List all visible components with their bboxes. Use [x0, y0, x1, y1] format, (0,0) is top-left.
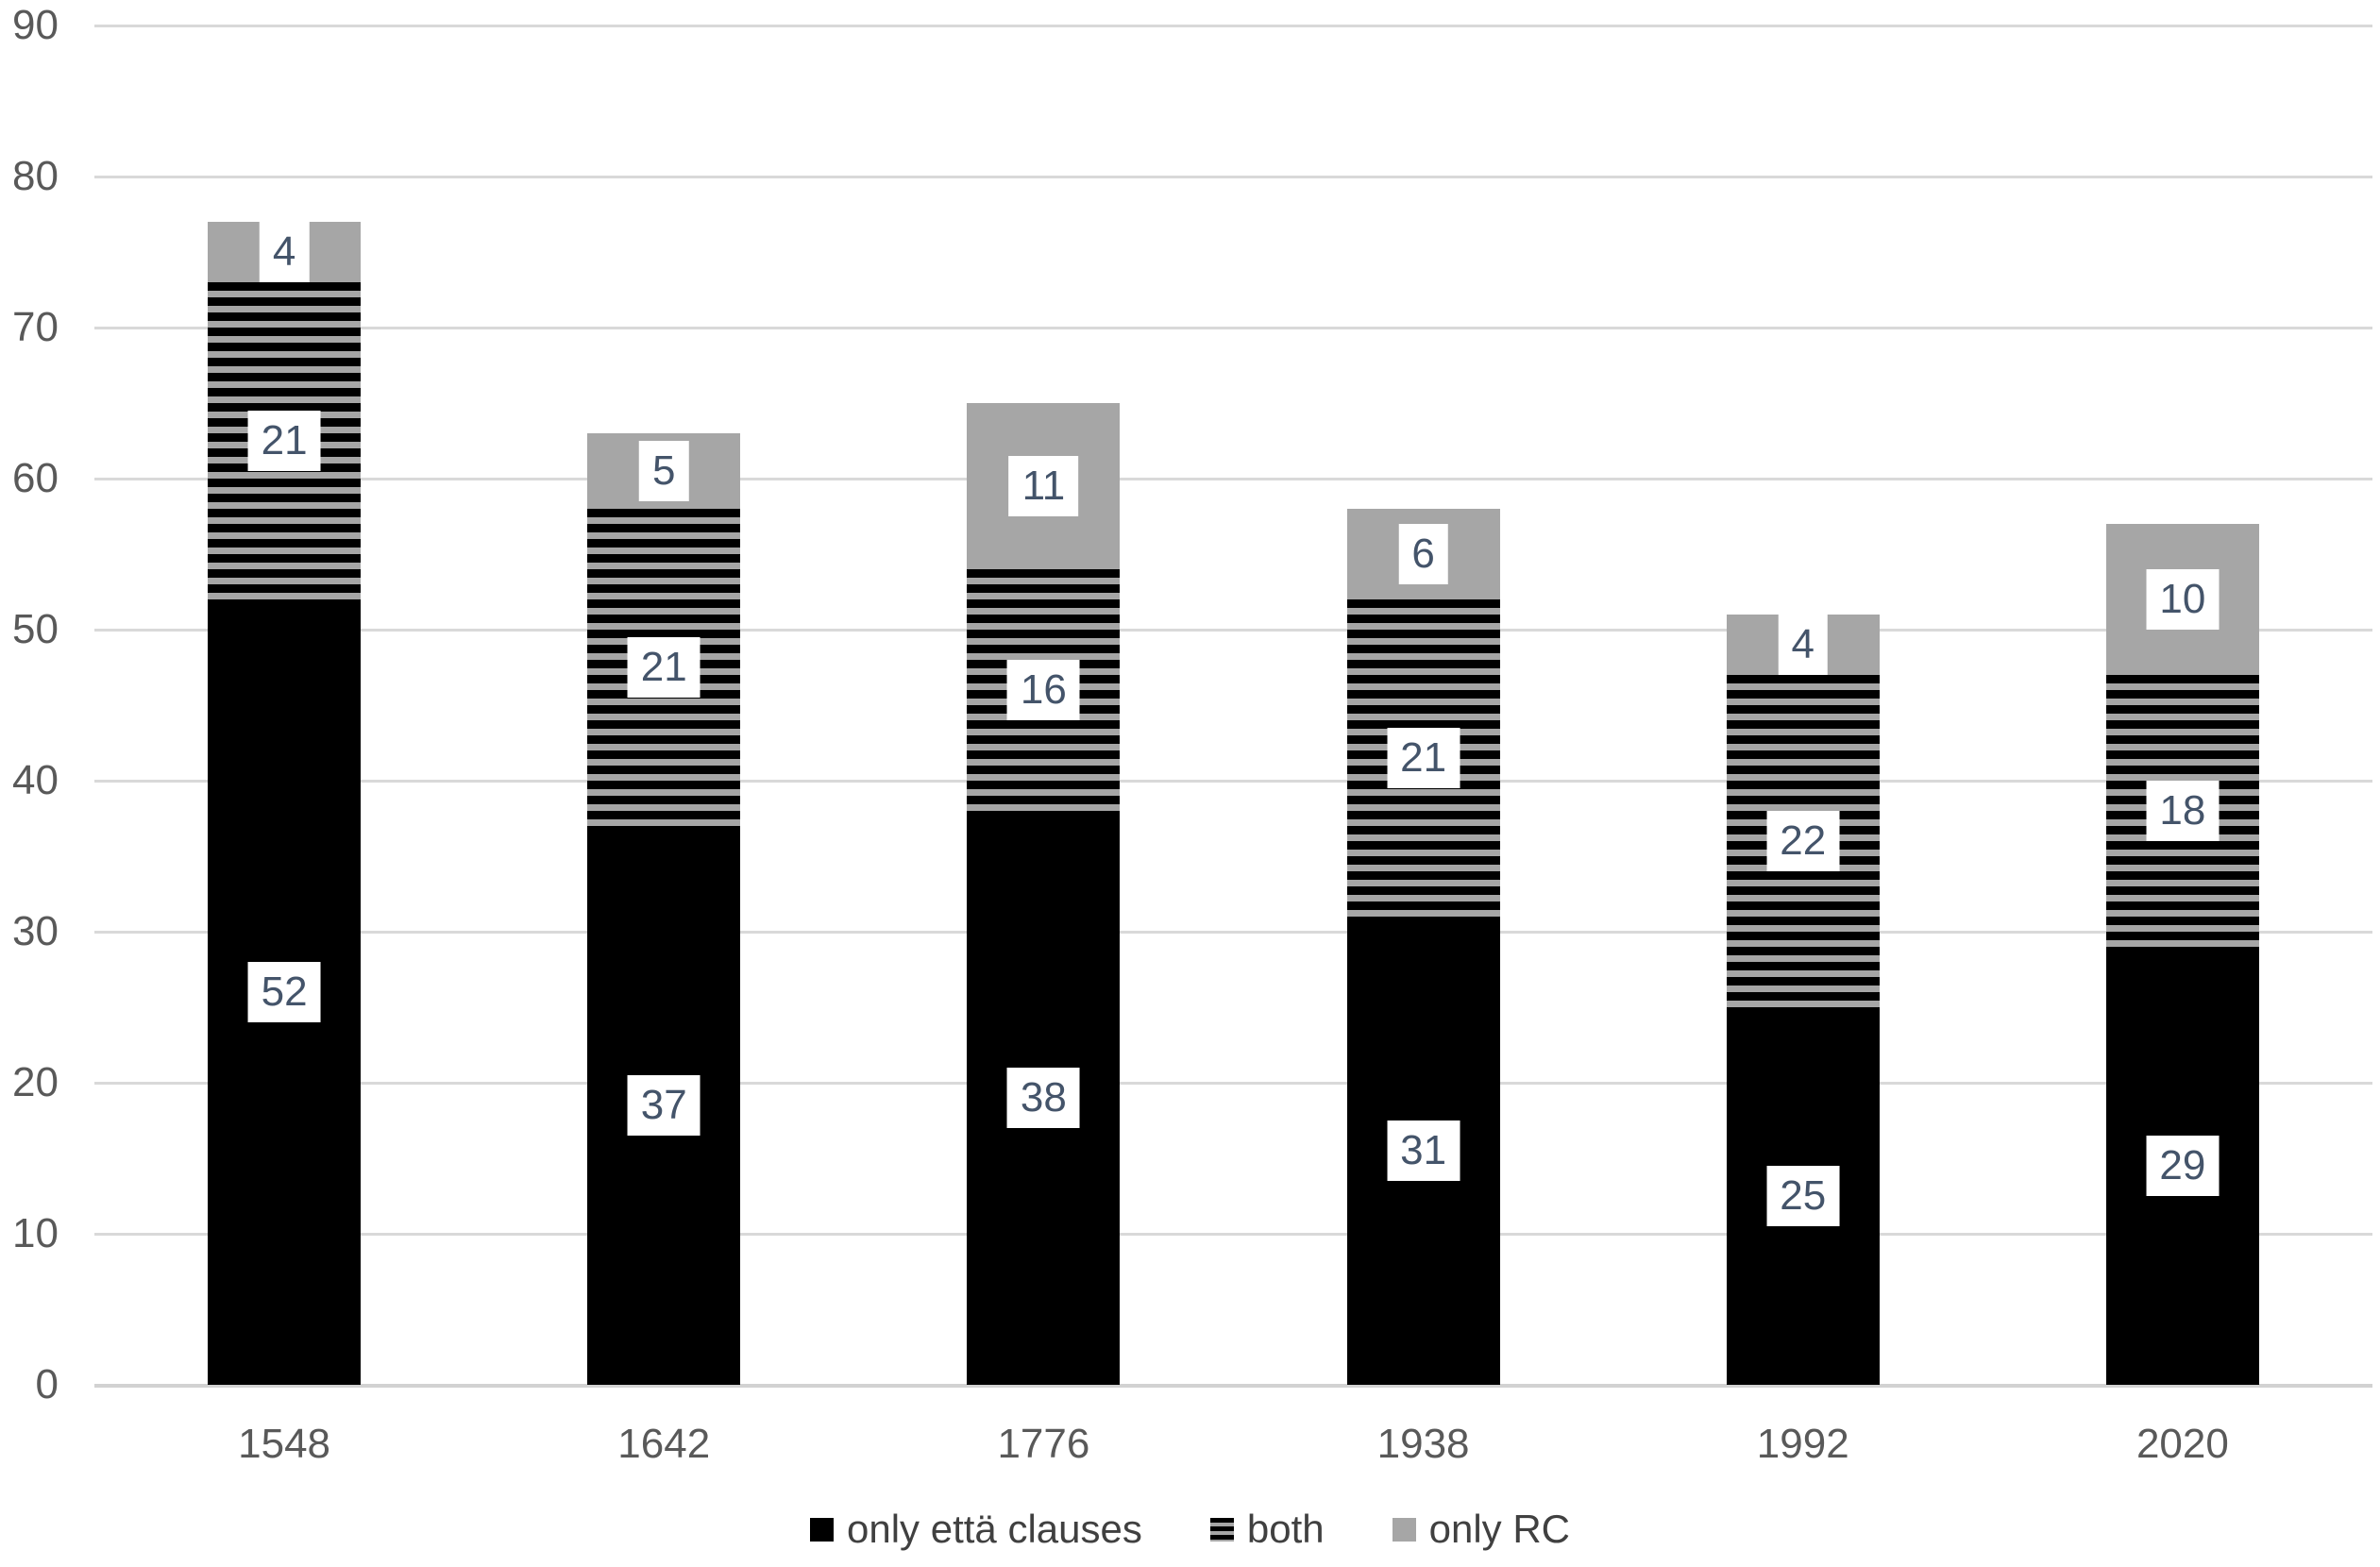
- segment-both: 22: [1726, 675, 1880, 1007]
- data-label: 37: [627, 1075, 700, 1136]
- bar-2020: 29 18 10: [2105, 524, 2259, 1385]
- gridline: [94, 1082, 2372, 1085]
- x-axis-tick-label: 1548: [238, 1421, 331, 1467]
- gridline: [94, 780, 2372, 783]
- y-axis-tick-label: 90: [12, 2, 59, 48]
- data-label: 16: [1006, 660, 1080, 720]
- gridline: [94, 931, 2372, 934]
- data-label: 25: [1766, 1166, 1840, 1226]
- legend-swatch-only-etta-clauses-icon: [810, 1517, 834, 1542]
- y-axis-tick-label: 70: [12, 304, 59, 350]
- segment-only-etta-clauses: 25: [1726, 1007, 1880, 1385]
- data-label: 11: [1008, 456, 1079, 516]
- segment-only-rc: 10: [2105, 524, 2259, 675]
- segment-only-rc: 6: [1346, 509, 1500, 599]
- legend-item-only-rc: only RC: [1392, 1503, 1570, 1556]
- gridline: [94, 629, 2372, 632]
- data-label: 18: [2146, 781, 2220, 841]
- x-axis-line: [94, 1384, 2372, 1388]
- gridline: [94, 1233, 2372, 1236]
- data-label: 4: [1778, 615, 1828, 675]
- legend-label-only-etta-clauses: only että clauses: [847, 1507, 1142, 1551]
- y-axis-tick-label: 60: [12, 455, 59, 501]
- y-axis-tick-label: 50: [12, 606, 59, 652]
- data-label: 21: [1387, 728, 1460, 788]
- legend-swatch-both-icon: [1209, 1517, 1234, 1542]
- legend: only että clauses both only RC: [0, 1503, 2380, 1556]
- x-axis-tick-label: 1642: [617, 1421, 711, 1467]
- bar-1992: 25 22 4: [1726, 615, 1880, 1385]
- legend-item-only-etta-clauses: only että clauses: [810, 1503, 1142, 1556]
- y-axis-tick-label: 80: [12, 153, 59, 199]
- segment-both: 18: [2105, 675, 2259, 947]
- segment-both: 21: [587, 509, 741, 826]
- y-axis-tick-label: 30: [12, 908, 59, 954]
- data-label: 22: [1766, 811, 1840, 871]
- data-label: 21: [247, 411, 321, 471]
- data-label: 21: [627, 637, 700, 698]
- segment-only-etta-clauses: 52: [208, 599, 362, 1385]
- segment-only-rc: 5: [587, 433, 741, 509]
- x-axis-tick-label: 1938: [1376, 1421, 1470, 1467]
- segment-only-etta-clauses: 29: [2105, 947, 2259, 1385]
- legend-swatch-only-rc-icon: [1392, 1517, 1416, 1542]
- segment-only-rc: 4: [208, 222, 362, 282]
- x-axis-tick-label: 1776: [997, 1421, 1090, 1467]
- data-label: 29: [2146, 1136, 2220, 1196]
- gridline: [94, 327, 2372, 329]
- segment-both: 16: [967, 569, 1121, 811]
- y-axis-tick-label: 20: [12, 1059, 59, 1105]
- data-label: 38: [1006, 1068, 1080, 1128]
- bar-1548: 52 21 4: [208, 222, 362, 1385]
- gridline: [94, 478, 2372, 480]
- bar-1938: 31 21 6: [1346, 509, 1500, 1385]
- gridline: [94, 25, 2372, 27]
- x-axis-tick-label: 1992: [1756, 1421, 1849, 1467]
- segment-both: 21: [1346, 599, 1500, 917]
- data-label: 31: [1387, 1120, 1460, 1181]
- y-axis-tick-label: 0: [35, 1361, 59, 1407]
- legend-item-both: both: [1209, 1503, 1325, 1556]
- data-label: 52: [247, 962, 321, 1022]
- legend-label-only-rc: only RC: [1428, 1507, 1570, 1551]
- legend-label-both: both: [1246, 1507, 1325, 1551]
- y-axis-tick-label: 10: [12, 1210, 59, 1256]
- data-label: 4: [259, 222, 310, 282]
- y-axis-tick-label: 40: [12, 757, 59, 803]
- segment-only-etta-clauses: 31: [1346, 917, 1500, 1385]
- x-axis-tick-label: 2020: [2135, 1421, 2229, 1467]
- bar-1642: 37 21 5: [587, 433, 741, 1385]
- data-label: 10: [2146, 569, 2220, 630]
- segment-both: 21: [208, 282, 362, 599]
- data-label: 5: [639, 441, 689, 501]
- segment-only-etta-clauses: 37: [587, 826, 741, 1385]
- segment-only-rc: 11: [967, 403, 1121, 569]
- gridline: [94, 176, 2372, 178]
- data-label: 6: [1398, 524, 1448, 584]
- bar-1776: 38 16 11: [967, 403, 1121, 1385]
- segment-only-etta-clauses: 38: [967, 811, 1121, 1385]
- segment-only-rc: 4: [1726, 615, 1880, 675]
